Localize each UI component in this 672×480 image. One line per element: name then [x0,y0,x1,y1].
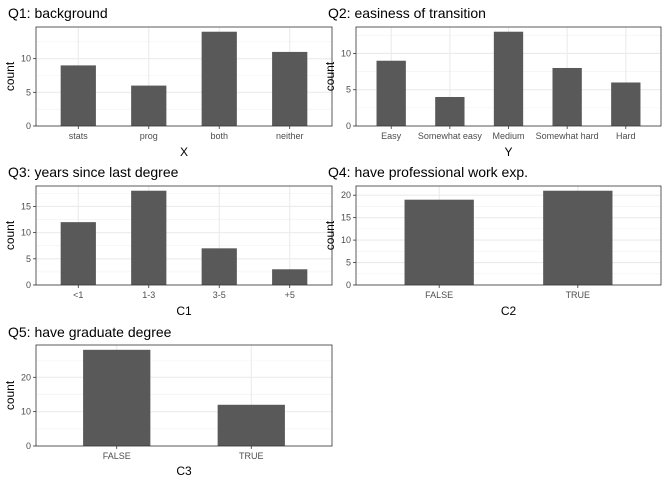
chart-1-x-tick-label: both [210,131,228,141]
chart-2-x-tick-label: Somewhat hard [536,131,599,141]
chart-4-bar-true [543,190,613,285]
chart-5-x-axis-label: C3 [176,464,192,478]
chart-3-title: Q3: years since last degree [8,164,179,180]
chart-5-title: Q5: have graduate degree [8,324,172,340]
chart-4-title: Q4: have professional work exp. [328,164,528,180]
chart-4-x-axis-label: C2 [501,304,517,318]
chart-2-x-tick-label: Easy [381,131,402,141]
chart-1-x-tick-label: prog [140,131,158,141]
chart-4-y-tick-label: 5 [346,258,351,268]
chart-1-y-tick-label: 0 [26,121,31,131]
chart-4-y-axis-label: count [323,220,337,250]
chart-5-y-tick-label: 10 [21,407,31,417]
chart-3-bar--5 [272,269,308,285]
chart-4-y-tick-label: 0 [346,280,351,290]
chart-3-panel: Q3: years since last degree 0 5 10 15 <1 1-3 3-… [3,164,333,318]
chart-2-bar-somewhat-easy [435,96,465,126]
chart-3-y-tick-label: 10 [21,228,31,238]
chart-3-x-axis-label: C1 [176,304,192,318]
chart-4-x-tick-label: FALSE [425,290,453,300]
chart-4-y-tick-label: 20 [341,190,351,200]
chart-2-bar-somewhat-hard [552,67,582,126]
chart-4-panel: Q4: have professional work exp. 0 5 10 15 20 F… [323,164,662,318]
chart-4-plot-area [356,186,661,285]
chart-1-panel-border [35,26,333,127]
chart-3-y-tick-label: 15 [21,201,31,211]
chart-4-x-tick-label: TRUE [566,290,591,300]
chart-1-title: Q1: background [8,5,108,21]
chart-5-y-axis-label: count [3,380,17,410]
chart-2-bar-hard [611,82,641,126]
chart-1-bar-neither [272,51,308,126]
chart-2-bar-easy [376,60,406,126]
chart-2-x-axis-label: Y [504,145,512,159]
chart-4-panel-border [355,185,662,286]
chart-1-y-axis-label: count [3,61,17,91]
chart-3-bar-1-3 [131,190,167,285]
chart-4-y-tick-label: 15 [341,213,351,223]
chart-2-y-tick-label: 5 [346,85,351,95]
chart-3-bar--1 [60,222,96,285]
chart-4-bar-false [404,199,474,285]
chart-3-y-tick-label: 0 [26,280,31,290]
chart-2-y-axis-label: count [323,61,337,91]
chart-2-x-tick-label: Medium [492,131,524,141]
chart-2-title: Q2: easiness of transition [328,5,486,21]
chart-1-bar-both [201,31,237,126]
chart-3-x-tick-label: +5 [285,290,295,300]
chart-5-x-tick-label: TRUE [239,451,264,461]
chart-1-panel: Q1: background 0 5 10 stats prog both neither Xc… [3,5,333,159]
chart-5-y-tick-label: 20 [21,372,31,382]
chart-3-x-tick-label: <1 [73,290,83,300]
chart-4-y-tick-label: 10 [341,235,351,245]
chart-3-y-tick-label: 5 [26,254,31,264]
chart-2-y-tick-label: 0 [346,121,351,131]
chart-2-y-tick-label: 10 [341,48,351,58]
chart-2-x-tick-label: Hard [616,131,636,141]
chart-1-y-tick-label: 10 [21,54,31,64]
chart-5-panel: Q5: have graduate degree 0 10 20 FALSE TRUE C3… [3,324,333,478]
chart-3-bar-3-5 [201,248,237,285]
chart-3-x-tick-label: 3-5 [213,290,226,300]
chart-3-y-axis-label: count [3,220,17,250]
chart-5-y-tick-label: 0 [26,441,31,451]
chart-1-x-tick-label: neither [276,131,304,141]
chart-1-x-tick-label: stats [69,131,89,141]
chart-1-x-axis-label: X [180,145,188,159]
chart-1-y-tick-label: 5 [26,87,31,97]
chart-5-x-tick-label: FALSE [103,451,131,461]
chart-5-panel-border [35,344,333,447]
chart-1-bar-stats [60,65,96,126]
chart-2-panel: Q2: easiness of transition 0 5 10 Easy Somewh… [323,5,662,159]
chart-2-bar-medium [493,31,524,126]
chart-1-bar-prog [131,85,167,126]
chart-3-panel-border [35,185,333,286]
chart-5-bar-true [217,404,285,446]
chart-2-x-tick-label: Somewhat easy [418,131,483,141]
chart-3-x-tick-label: 1-3 [142,290,155,300]
chart-5-bar-false [83,349,151,446]
